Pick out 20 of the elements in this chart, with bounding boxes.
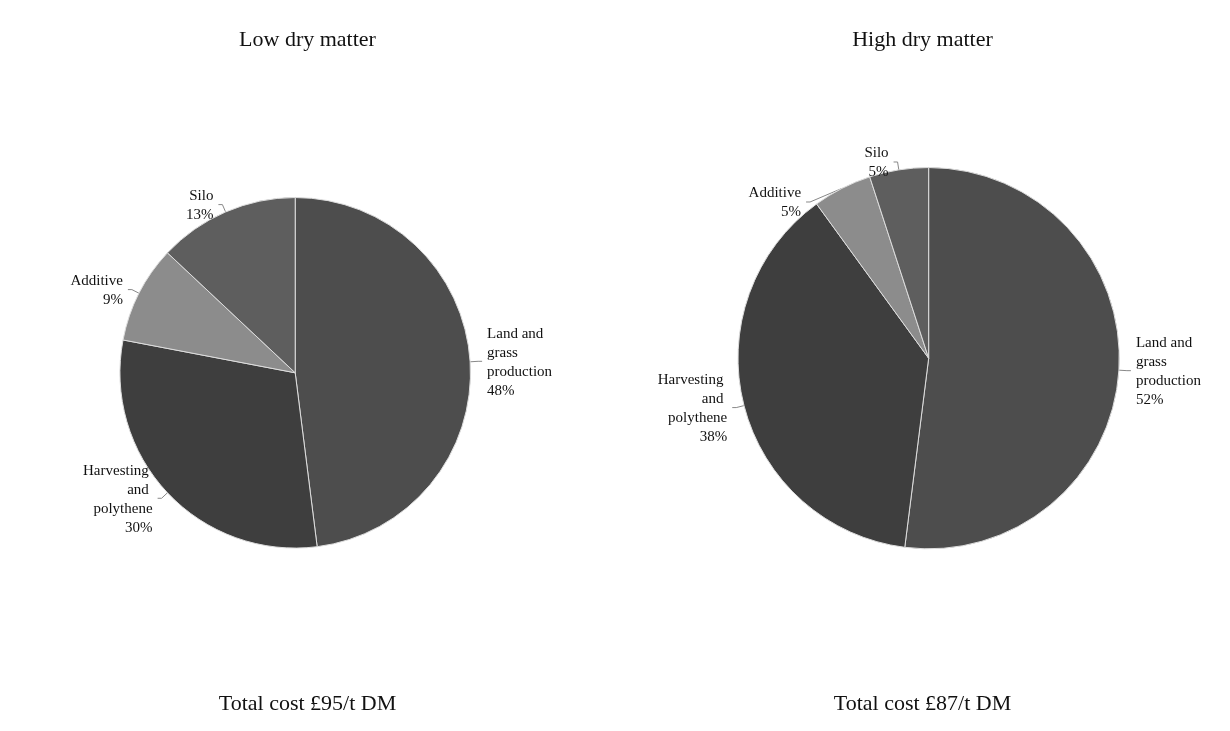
- chart-title: Low dry matter: [239, 25, 377, 51]
- slice-label: Silo: [864, 144, 889, 161]
- slice-label: Additive: [748, 184, 802, 201]
- data-label: 13%: [185, 206, 214, 223]
- data-label: 38%: [699, 428, 728, 445]
- data-label: 52%: [1135, 391, 1164, 408]
- slice-label: Harvesting and polythene: [657, 371, 728, 426]
- data-label: 5%: [868, 163, 889, 180]
- text: Total cost £87/t DM: [833, 689, 1012, 715]
- slice-label: Harvesting and polythene: [83, 461, 153, 516]
- slice-label: Land and grass production: [487, 324, 553, 379]
- slice-label: Silo: [189, 187, 214, 204]
- data-label: 9%: [102, 291, 123, 308]
- data-label: 48%: [487, 381, 515, 398]
- slice-label: Additive: [70, 272, 124, 289]
- data-label: 5%: [781, 203, 802, 220]
- chart-title: High dry matter: [852, 25, 994, 51]
- slice-label: Land and grass production: [1135, 334, 1202, 389]
- data-label: 30%: [125, 518, 153, 535]
- text: Total cost £95/t DM: [218, 689, 397, 715]
